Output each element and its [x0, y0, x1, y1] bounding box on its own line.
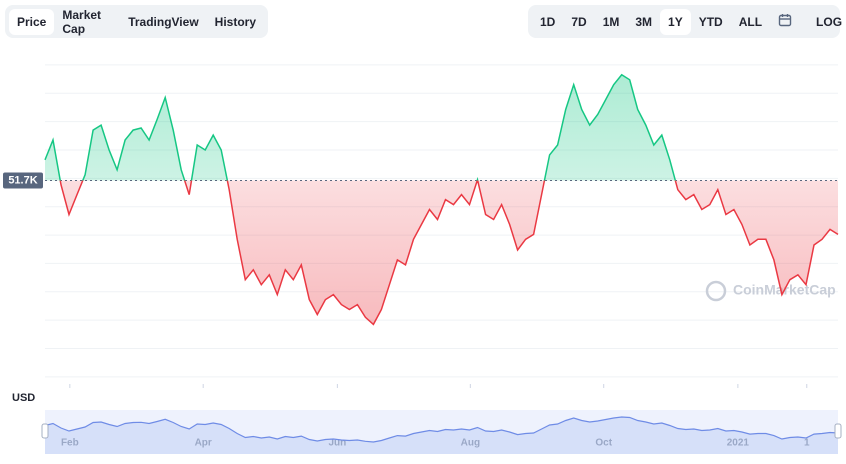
- view-tab[interactable]: Price: [9, 8, 55, 35]
- area-up: [45, 74, 838, 181]
- range-tab[interactable]: 3M: [635, 14, 653, 29]
- area-down: [60, 180, 838, 325]
- price-line-down: [59, 180, 839, 326]
- navigator-handle-right: [834, 423, 842, 439]
- navigator-area: [45, 417, 838, 454]
- range-tab[interactable]: 1D: [540, 14, 556, 29]
- reference-label: 51.7K: [8, 174, 37, 186]
- range-tab[interactable]: 1M: [602, 14, 620, 29]
- view-tab[interactable]: TradingView: [128, 14, 199, 29]
- currency-label: USD: [12, 392, 35, 404]
- view-tab[interactable]: History: [214, 14, 256, 29]
- view-tabs: Price Market Cap TradingView History: [5, 5, 268, 38]
- range-tab[interactable]: 1Y: [660, 8, 691, 35]
- price-line-up: [44, 73, 677, 181]
- range-tab[interactable]: ALL: [738, 14, 763, 29]
- watermark-logo: [705, 280, 727, 302]
- reference-label-bg: [3, 172, 43, 189]
- range-tab[interactable]: YTD: [698, 14, 723, 29]
- view-tab[interactable]: Market Cap: [62, 7, 102, 36]
- range-tab[interactable]: 7D: [571, 14, 587, 29]
- navigator-handle-left: [41, 423, 49, 439]
- navigator-line: [44, 416, 839, 443]
- log-toggle[interactable]: LOG: [816, 14, 843, 29]
